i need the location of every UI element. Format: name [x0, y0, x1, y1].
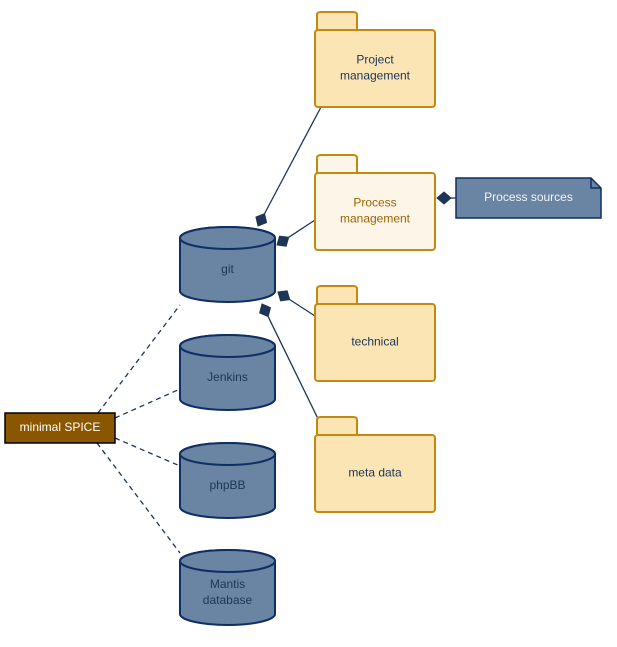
label: Project — [356, 53, 394, 67]
label: Process sources — [484, 190, 573, 204]
edge-technical-git — [278, 291, 315, 316]
label: management — [340, 212, 411, 226]
label: git — [221, 262, 234, 276]
meta_data — [315, 417, 435, 512]
label: phpBB — [209, 478, 245, 492]
edge-minimal_spice-jenkins — [115, 389, 180, 418]
edge-process_mgmt-git — [277, 220, 315, 246]
label: meta data — [348, 466, 402, 480]
edge-process_sources-process_mgmt — [437, 192, 456, 204]
technical — [315, 286, 435, 381]
edge-project_mgmt-git — [256, 107, 321, 226]
label: minimal SPICE — [20, 420, 101, 434]
edge-minimal_spice-mantis — [97, 443, 180, 553]
label: Process — [353, 196, 396, 210]
label: technical — [351, 335, 398, 349]
architecture-diagram: Project management Process management techni… — [0, 0, 617, 647]
label: Jenkins — [207, 370, 248, 384]
label: management — [340, 69, 411, 83]
edge-minimal_spice-phpbb — [115, 438, 180, 466]
label: database — [203, 593, 253, 607]
edge-minimal_spice-git — [98, 305, 180, 413]
label: Mantis — [210, 577, 245, 591]
